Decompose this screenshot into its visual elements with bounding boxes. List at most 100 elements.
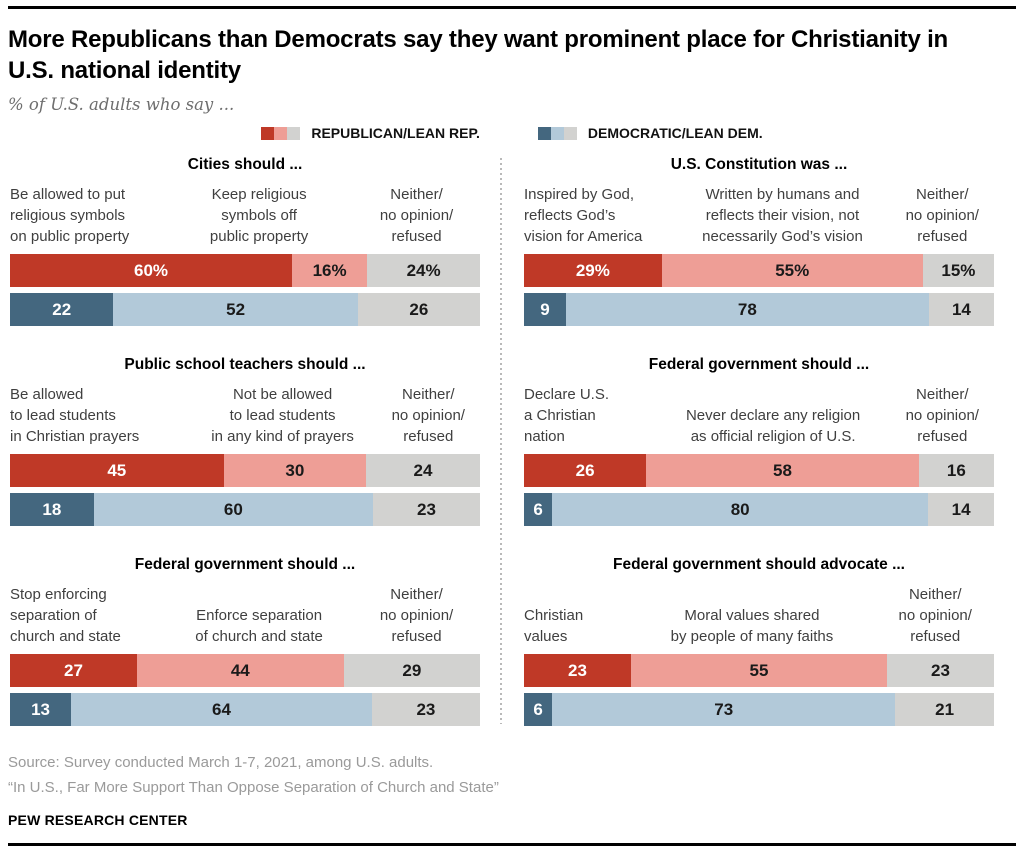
bar-value: 13	[31, 699, 50, 719]
republican-bar: 60% 16% 24%	[10, 254, 480, 287]
panel-title: U.S. Constitution was ...	[670, 156, 848, 173]
bar-value: 55%	[775, 260, 810, 280]
category-label: Neither/ no opinion/ refused	[391, 386, 465, 445]
category-label: Christian values	[524, 607, 584, 645]
category-label: Stop enforcing separation of church and …	[10, 586, 121, 645]
bar-value: 73	[714, 699, 734, 719]
democratic-swatch-icon	[537, 126, 577, 140]
bar-value: 14	[951, 299, 971, 319]
republican-bar: 45 30 24	[10, 454, 480, 487]
column-divider	[500, 158, 502, 724]
panel-teachers: Public school teachers should ... Be all…	[10, 356, 480, 526]
legend-label-republican: REPUBLICAN/LEAN REP.	[311, 125, 480, 141]
panel-title: Federal government should ...	[134, 556, 356, 573]
panel-fed-gov-declare: Federal government should ... Declare U.…	[524, 356, 994, 526]
segment-neutral: 23	[372, 493, 480, 526]
category-label: Neither/ no opinion/ refused	[905, 186, 979, 245]
segment-rep-dark: 26	[524, 454, 647, 487]
democratic-bar: 18 60 23	[10, 493, 480, 526]
segment-dem-dark: 13	[10, 693, 72, 726]
segment-rep-dark: 23	[524, 654, 632, 687]
bar-value: 78	[737, 299, 757, 319]
democratic-bar: 22 52 26	[10, 293, 480, 326]
segment-neutral: 24	[366, 454, 480, 487]
category-labels: Christian values Moral values shared by …	[524, 583, 994, 647]
bar-value: 24%	[406, 260, 441, 280]
segment-rep-dark: 29%	[524, 254, 662, 287]
bottom-rule	[8, 843, 1016, 846]
segment-rep-dark: 60%	[10, 254, 292, 287]
segment-neutral: 15%	[922, 254, 994, 287]
category-label: Inspired by God, reflects God’s vision f…	[524, 186, 643, 245]
category-label: Written by humans and reflects their vis…	[702, 186, 863, 245]
segment-rep-light: 30	[223, 454, 367, 487]
bar-value: 16	[946, 460, 966, 480]
segment-neutral: 29	[343, 654, 480, 687]
report-title-text: “In U.S., Far More Support Than Oppose S…	[8, 779, 499, 796]
panel-constitution: U.S. Constitution was ... Inspired by Go…	[524, 156, 994, 326]
segment-neutral: 26	[357, 293, 480, 326]
bar-value: 58	[773, 460, 792, 480]
chart-subtitle: % of U.S. adults who say ...	[8, 95, 235, 114]
republican-bar: 23 55 23	[524, 654, 994, 687]
panel-title: Public school teachers should ...	[124, 356, 366, 373]
panel-title: Federal government should ...	[648, 356, 870, 373]
bar-value: 6	[533, 499, 543, 519]
democratic-bar: 6 73 21	[524, 693, 994, 726]
footer: Source: Survey conducted March 1-7, 2021…	[8, 750, 1016, 846]
bar-value: 60	[223, 499, 243, 519]
segment-dem-light: 73	[552, 693, 896, 726]
panel-fed-gov-advocate: Federal government should advocate ... C…	[524, 556, 994, 726]
category-label: Enforce separation of church and state	[195, 607, 323, 645]
category-label: Neither/ no opinion/ refused	[379, 586, 454, 645]
republican-bar: 27 44 29	[10, 654, 480, 687]
segment-dem-light: 80	[552, 493, 929, 526]
category-label: Moral values shared by people of many fa…	[670, 607, 834, 645]
bar-value: 64	[212, 699, 231, 719]
segment-neutral: 21	[895, 693, 994, 726]
segment-rep-dark: 27	[10, 654, 137, 687]
democratic-bar: 6 80 14	[524, 493, 994, 526]
republican-bar: 26 58 16	[524, 454, 994, 487]
segment-rep-light: 16%	[292, 254, 368, 287]
panel-title: Federal government should advocate ...	[613, 556, 905, 573]
bar-value: 22	[52, 299, 72, 319]
bar-value: 80	[730, 499, 750, 519]
panel-fed-gov-separation: Federal government should ... Stop enfor…	[10, 556, 480, 726]
top-rule	[8, 6, 1016, 9]
segment-rep-light: 44	[136, 654, 344, 687]
category-label: Declare U.S. a Christian nation	[524, 386, 610, 445]
bar-value: 29	[402, 660, 422, 680]
bar-value: 24	[413, 460, 433, 480]
segment-dem-light: 60	[93, 493, 373, 526]
legend-item-republican: REPUBLICAN/LEAN REP.	[261, 125, 480, 141]
category-labels: Declare U.S. a Christian nation Never de…	[524, 383, 994, 447]
category-label: Be allowed to put religious symbols on p…	[10, 186, 130, 245]
segment-dem-dark: 6	[524, 693, 553, 726]
legend-label-democratic: DEMOCRATIC/LEAN DEM.	[587, 125, 763, 141]
republican-swatch-icon	[261, 126, 301, 140]
bar-value: 45	[107, 460, 127, 480]
democratic-bar: 13 64 23	[10, 693, 480, 726]
category-label: Neither/ no opinion/ refused	[379, 186, 454, 245]
segment-rep-light: 55%	[661, 254, 923, 287]
bar-value: 21	[935, 699, 955, 719]
segment-dem-dark: 6	[524, 493, 553, 526]
bar-value: 27	[63, 660, 83, 680]
bar-value: 15%	[941, 260, 976, 280]
segment-rep-light: 55	[631, 654, 887, 687]
segment-neutral: 24%	[367, 254, 480, 287]
segment-dem-light: 78	[565, 293, 929, 326]
bar-value: 44	[230, 660, 250, 680]
category-labels: Be allowed to lead students in Christian…	[10, 383, 480, 447]
segment-rep-light: 58	[646, 454, 919, 487]
bar-value: 23	[931, 660, 950, 680]
category-label: Neither/ no opinion/ refused	[898, 586, 972, 645]
segment-dem-light: 52	[113, 293, 358, 326]
category-labels: Stop enforcing separation of church and …	[10, 583, 480, 647]
bar-value: 52	[226, 299, 246, 319]
segment-neutral: 14	[928, 293, 994, 326]
republican-bar: 29% 55% 15%	[524, 254, 994, 287]
category-label: Never declare any religion as official r…	[685, 407, 861, 445]
